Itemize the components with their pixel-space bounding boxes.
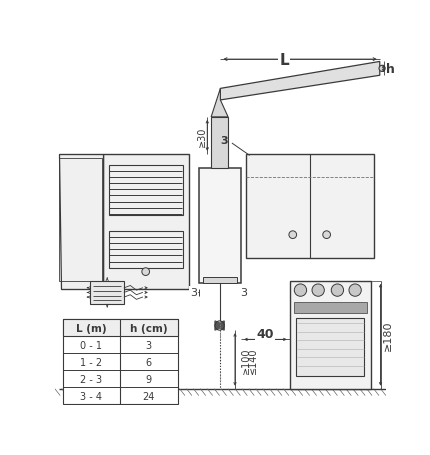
Text: L: L (280, 52, 289, 67)
Polygon shape (58, 155, 103, 289)
Bar (296, 318, 364, 376)
Bar (290, 281, 371, 389)
Text: ≥180: ≥180 (383, 320, 393, 350)
Text: 40: 40 (256, 327, 274, 340)
Bar (103, 155, 189, 289)
Text: L (m): L (m) (76, 323, 106, 333)
Bar (109, 166, 183, 216)
Text: 3 - 4: 3 - 4 (80, 391, 102, 401)
Text: ≤140: ≤140 (248, 346, 258, 373)
Polygon shape (215, 321, 224, 330)
Text: 3: 3 (190, 288, 197, 298)
Text: 6: 6 (146, 357, 152, 367)
Bar (246, 155, 375, 258)
Text: 2 - 3: 2 - 3 (80, 374, 102, 384)
Bar (199, 168, 241, 283)
Bar (109, 231, 183, 268)
Bar (62, 320, 178, 404)
Circle shape (289, 231, 297, 239)
Text: 0 - 1: 0 - 1 (80, 340, 102, 350)
Polygon shape (215, 321, 224, 330)
Polygon shape (220, 62, 380, 101)
Bar (203, 278, 237, 283)
Circle shape (331, 284, 344, 297)
Text: h: h (386, 63, 395, 76)
Circle shape (349, 284, 361, 297)
Bar (59, 158, 102, 281)
Text: 3: 3 (221, 136, 228, 146)
Text: 24: 24 (143, 391, 155, 401)
Circle shape (142, 268, 150, 276)
Bar (90, 281, 124, 304)
Text: ≥30: ≥30 (197, 126, 207, 146)
Text: 1 - 2: 1 - 2 (80, 357, 102, 367)
Text: h (cm): h (cm) (130, 323, 168, 333)
Bar (294, 303, 367, 313)
Circle shape (312, 284, 324, 297)
Bar (211, 117, 228, 168)
Text: 3: 3 (240, 288, 247, 298)
Circle shape (294, 284, 307, 297)
Circle shape (379, 66, 385, 72)
Text: 3: 3 (146, 340, 152, 350)
Text: 9: 9 (146, 374, 152, 384)
Text: ≥100: ≥100 (241, 346, 251, 373)
Circle shape (323, 231, 331, 239)
Polygon shape (211, 89, 228, 117)
Bar (62, 320, 178, 337)
